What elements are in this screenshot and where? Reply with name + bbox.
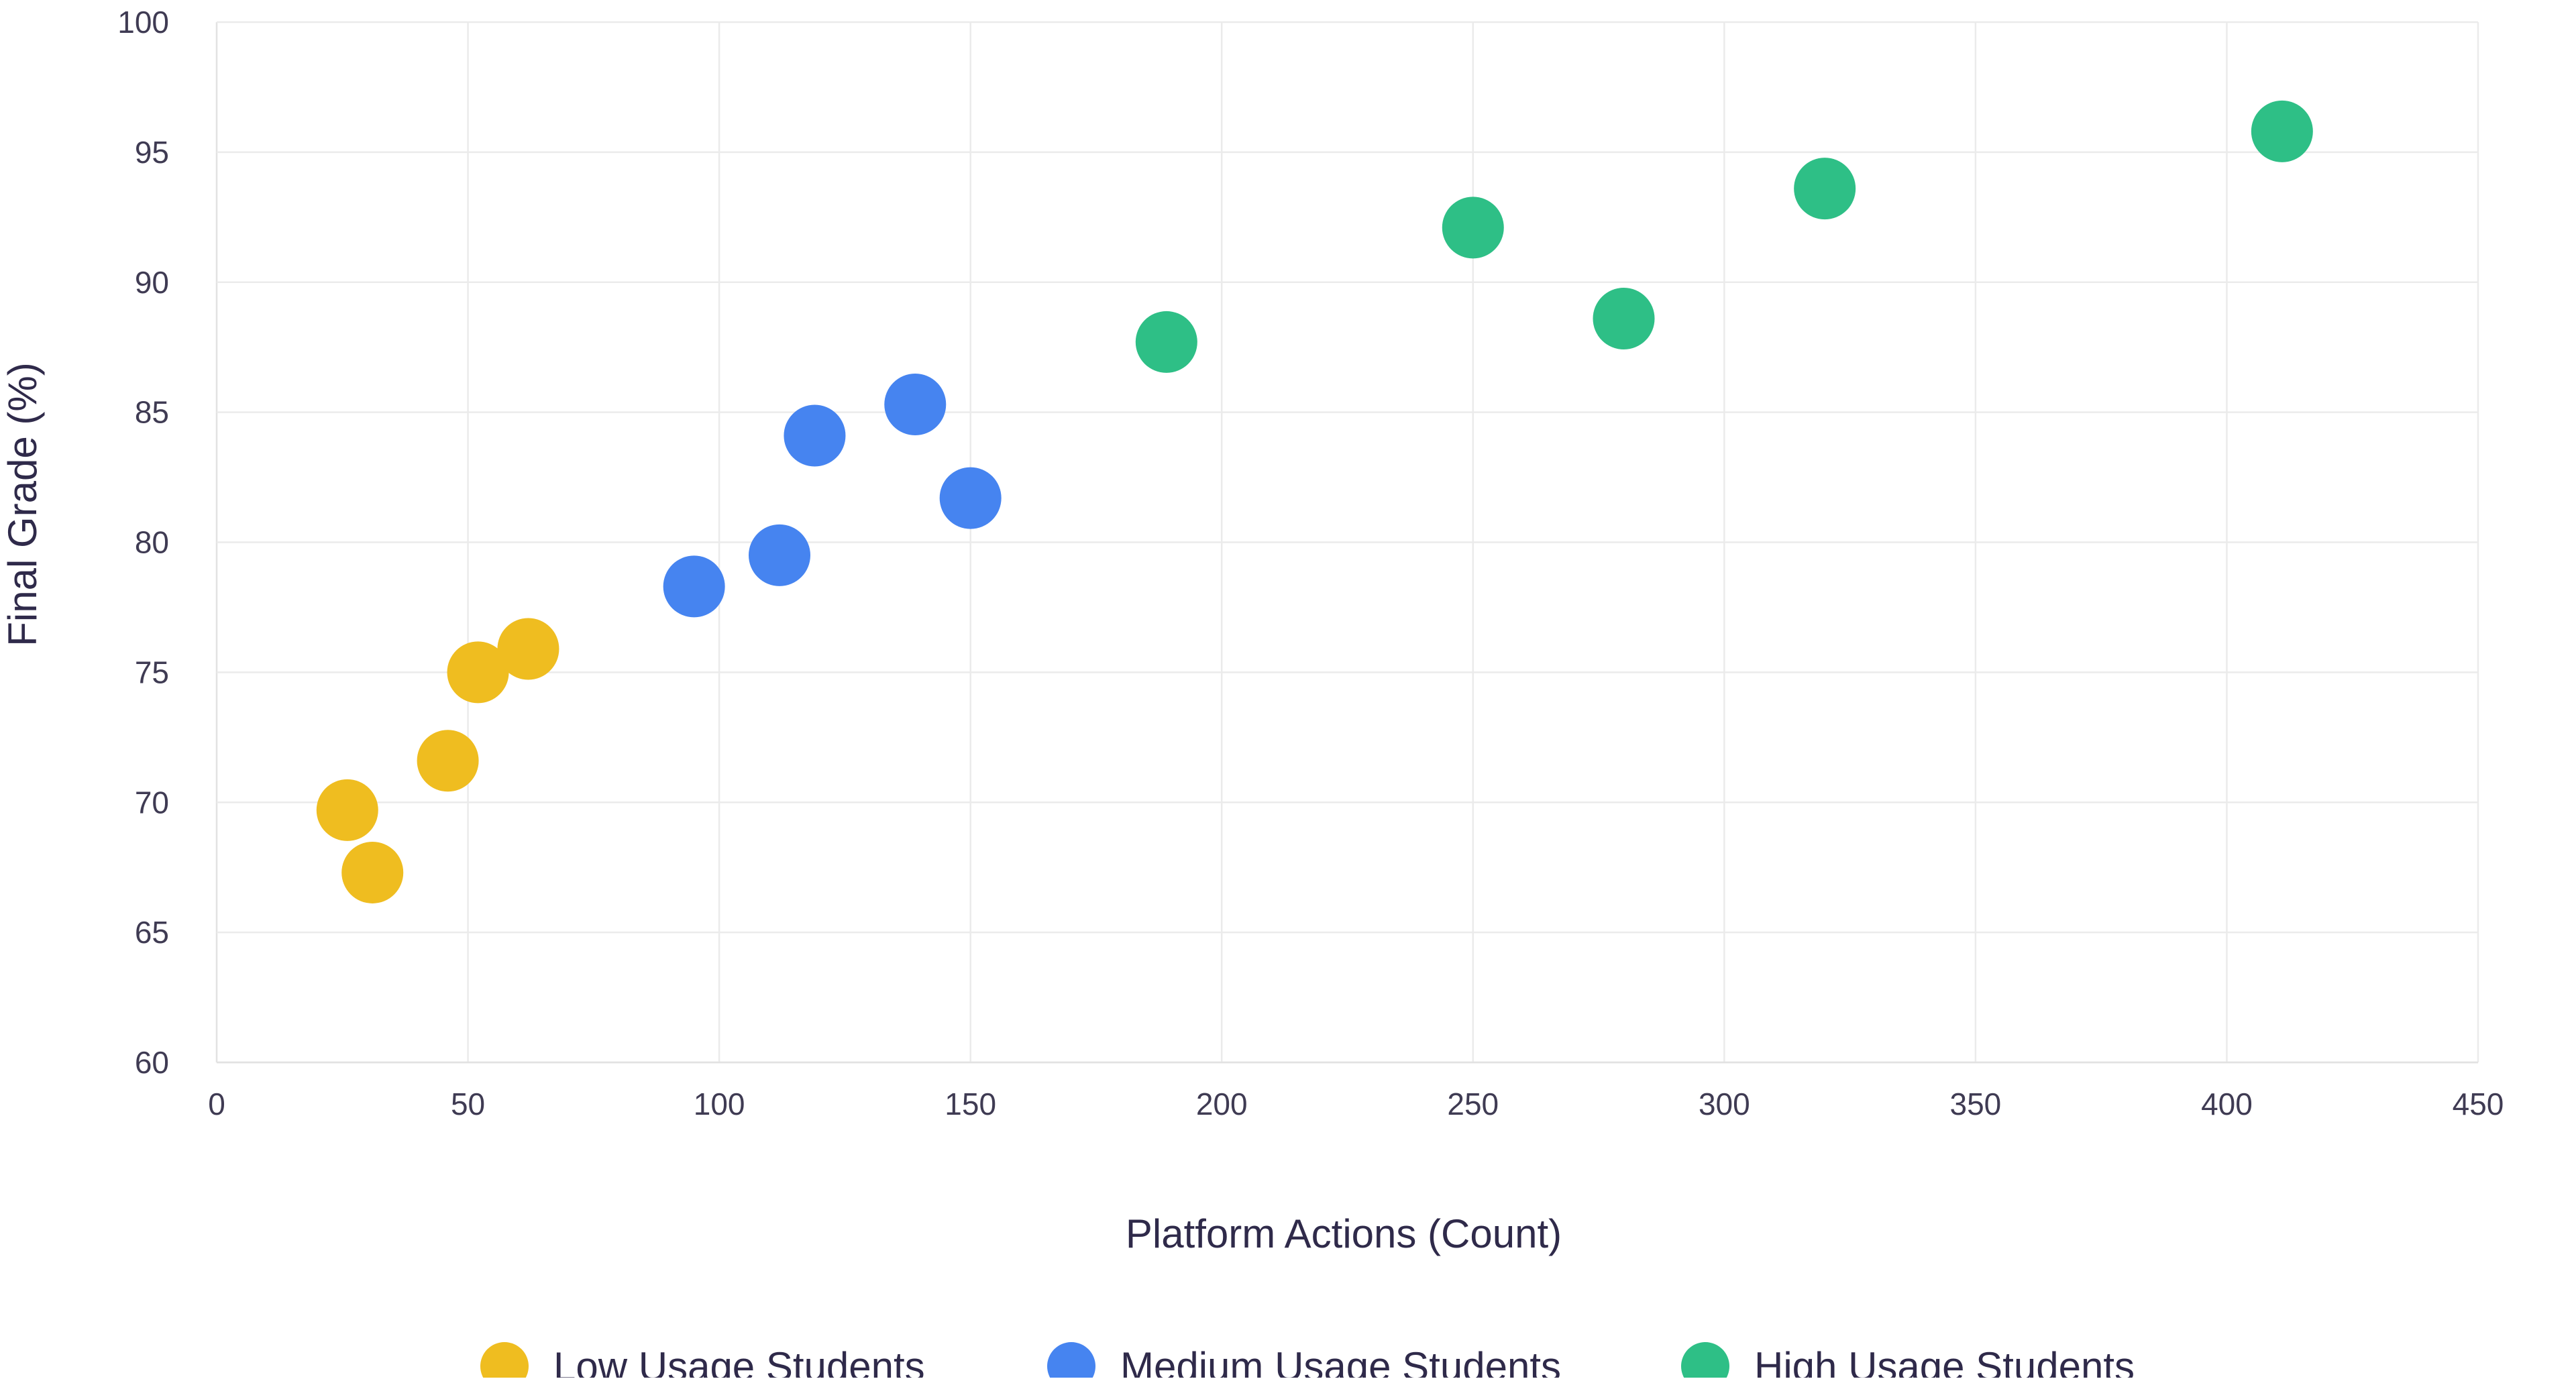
x-tick-label: 250 bbox=[1447, 1087, 1499, 1121]
y-tick-label: 85 bbox=[135, 395, 169, 430]
data-point bbox=[341, 841, 404, 903]
legend-item: Medium Usage Students bbox=[1047, 1342, 1561, 1381]
y-tick-label: 65 bbox=[135, 915, 169, 950]
data-point bbox=[1794, 158, 1856, 220]
x-axis-tick-labels: 0 50 100 150 200 250 300 350 400 450 bbox=[208, 1087, 2504, 1121]
legend-marker bbox=[1047, 1342, 1095, 1381]
x-tick-label: 300 bbox=[1699, 1087, 1750, 1121]
legend-label: Medium Usage Students bbox=[1120, 1344, 1561, 1378]
legend-label: Low Usage Students bbox=[553, 1344, 925, 1378]
data-point bbox=[1442, 197, 1504, 259]
y-tick-label: 95 bbox=[135, 135, 169, 170]
data-point bbox=[784, 404, 846, 467]
y-tick-label: 90 bbox=[135, 265, 169, 300]
data-point bbox=[884, 373, 947, 435]
data-point bbox=[447, 641, 509, 704]
data-point bbox=[749, 524, 811, 586]
legend-marker bbox=[480, 1342, 529, 1381]
x-tick-label: 400 bbox=[2201, 1087, 2253, 1121]
grid-lines bbox=[215, 21, 2479, 1064]
data-point bbox=[2251, 100, 2313, 162]
y-tick-label: 75 bbox=[135, 655, 169, 689]
data-point bbox=[663, 555, 725, 618]
y-tick-label: 70 bbox=[135, 785, 169, 820]
legend-item: Low Usage Students bbox=[480, 1342, 925, 1381]
y-tick-label: 100 bbox=[117, 5, 169, 40]
data-point bbox=[316, 779, 378, 841]
data-points bbox=[316, 100, 2313, 903]
y-axis-title: Final Grade (%) bbox=[0, 362, 45, 646]
legend: Low Usage Students Medium Usage Students H… bbox=[480, 1342, 2135, 1381]
data-point bbox=[1135, 311, 1197, 373]
data-point bbox=[497, 618, 559, 680]
x-tick-label: 350 bbox=[1950, 1087, 2002, 1121]
x-tick-label: 150 bbox=[945, 1087, 996, 1121]
legend-marker bbox=[1681, 1342, 1729, 1381]
y-axis-tick-labels: 60 65 70 75 80 85 90 95 100 bbox=[117, 5, 169, 1080]
x-tick-label: 50 bbox=[451, 1087, 485, 1121]
y-tick-label: 60 bbox=[135, 1045, 169, 1080]
legend-label: High Usage Students bbox=[1754, 1344, 2135, 1378]
data-point bbox=[939, 467, 1002, 529]
x-tick-label: 100 bbox=[694, 1087, 745, 1121]
y-tick-label: 80 bbox=[135, 525, 169, 560]
legend-item: High Usage Students bbox=[1681, 1342, 2135, 1381]
x-tick-label: 200 bbox=[1196, 1087, 1248, 1121]
x-axis-title: Platform Actions (Count) bbox=[1126, 1211, 1562, 1256]
data-point bbox=[1593, 288, 1655, 350]
data-point bbox=[417, 730, 479, 792]
x-tick-label: 0 bbox=[208, 1087, 225, 1121]
x-tick-label: 450 bbox=[2453, 1087, 2504, 1121]
